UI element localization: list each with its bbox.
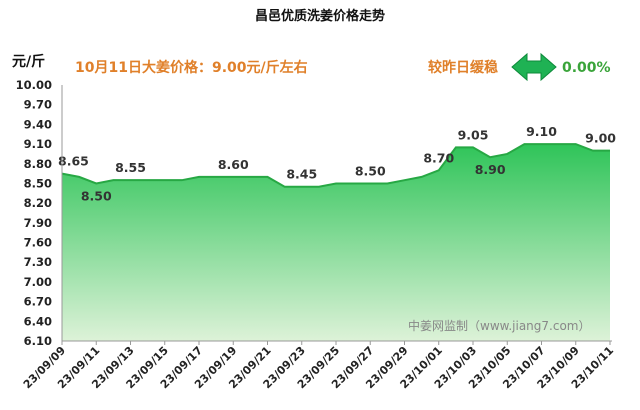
data-label: 8.65 [58,154,89,169]
y-tick-label: 6.70 [24,295,52,309]
data-label: 9.05 [458,127,489,142]
unit-label: 元/斤 [12,53,45,70]
data-label: 8.70 [423,150,454,165]
y-tick-label: 9.70 [24,98,52,112]
y-tick-label: 6.10 [24,334,52,348]
y-tick-label: 8.80 [24,157,52,171]
y-tick-label: 9.40 [24,117,52,131]
y-tick-label: 10.00 [16,78,52,92]
price-line [61,143,610,188]
y-tick-label: 8.20 [24,196,52,210]
data-label: 8.50 [355,163,386,178]
data-label: 8.50 [81,188,112,203]
data-label: 8.55 [115,160,146,175]
data-label: 8.90 [475,162,506,177]
trend-label: 较昨日缓稳 [428,59,498,76]
watermark: 中姜网监制（www.jiang7.com） [408,318,590,333]
y-tick-label: 7.30 [24,255,52,269]
data-label: 8.45 [286,167,317,182]
double-arrow-icon [511,52,557,82]
chart-title: 昌邑优质洗姜价格走势 [255,8,385,24]
y-tick-label: 8.50 [24,176,52,190]
y-tick-label: 7.60 [24,236,52,250]
change-percent: 0.00% [562,60,611,76]
data-label: 8.60 [218,157,249,172]
y-tick-label: 7.90 [24,216,52,230]
data-label: 9.00 [585,131,616,146]
y-tick-label: 6.40 [24,314,52,328]
price-area [62,144,610,341]
y-tick-label: 7.00 [24,275,52,289]
y-tick-label: 9.10 [24,137,52,151]
headline-price: 10月11日大姜价格：9.00元/斤左右 [75,59,308,76]
data-label: 9.10 [526,124,557,139]
